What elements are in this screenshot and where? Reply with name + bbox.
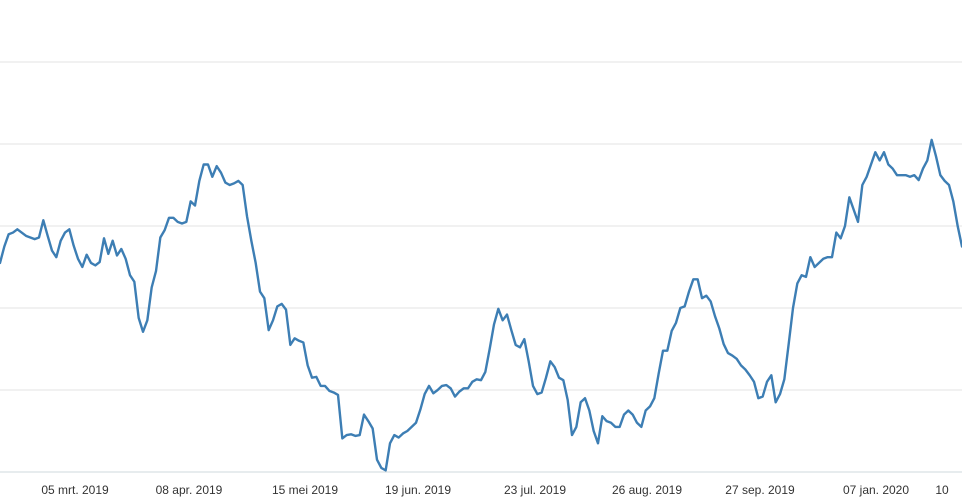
series-group bbox=[0, 138, 962, 472]
x-tick-label: 10 bbox=[935, 483, 949, 497]
x-tick-label: 19 jun. 2019 bbox=[385, 483, 451, 497]
x-tick-label: 26 aug. 2019 bbox=[612, 483, 682, 497]
series-line bbox=[0, 138, 962, 472]
x-tick-label: 15 mei 2019 bbox=[272, 483, 338, 497]
gridlines bbox=[0, 61, 962, 473]
x-tick-label: 27 sep. 2019 bbox=[725, 483, 795, 497]
x-tick-label: 05 mrt. 2019 bbox=[41, 483, 109, 497]
x-tick-label: 08 apr. 2019 bbox=[156, 483, 223, 497]
x-tick-label: 07 jan. 2020 bbox=[843, 483, 909, 497]
x-tick-label: 23 jul. 2019 bbox=[504, 483, 566, 497]
x-axis-ticks: 05 mrt. 2019 08 apr. 2019 15 mei 2019 19 ju… bbox=[41, 483, 949, 497]
